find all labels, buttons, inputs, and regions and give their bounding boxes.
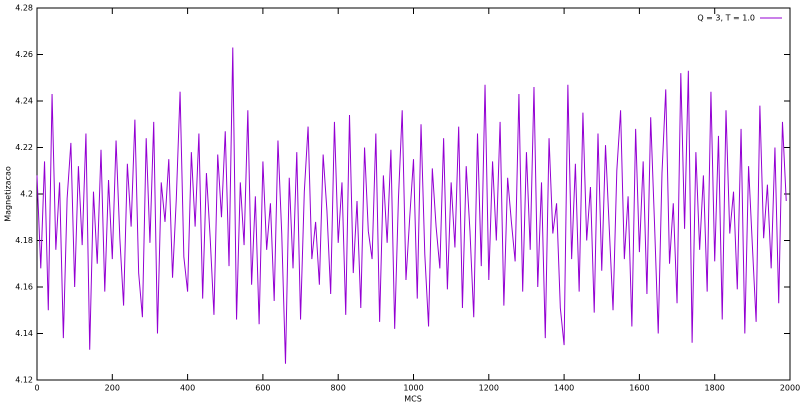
x-tick-label: 1600 xyxy=(629,384,649,393)
x-tick-label: 1800 xyxy=(705,384,725,393)
y-tick-label: 4.24 xyxy=(15,97,33,106)
y-tick-label: 4.12 xyxy=(15,376,33,385)
y-tick-label: 4.26 xyxy=(15,50,33,59)
plot-border xyxy=(36,7,791,381)
y-tick-label: 4.2 xyxy=(20,190,33,199)
data-line xyxy=(36,47,787,364)
x-tick-label: 800 xyxy=(331,384,346,393)
y-tick-label: 4.22 xyxy=(15,143,33,152)
y-axis-label: Magnetizacao xyxy=(4,166,13,222)
x-tick-label: 1200 xyxy=(479,384,499,393)
x-tick-label: 1400 xyxy=(554,384,574,393)
legend-label: Q = 3, T = 1.0 xyxy=(697,14,755,23)
x-tick-label: 600 xyxy=(255,384,270,393)
x-tick-label: 0 xyxy=(34,384,39,393)
x-axis-label: MCS xyxy=(404,395,422,404)
x-tick-label: 2000 xyxy=(780,384,800,393)
y-tick-label: 4.16 xyxy=(15,283,33,292)
x-tick-label: 1000 xyxy=(403,384,423,393)
y-tick-label: 4.18 xyxy=(15,236,33,245)
x-tick-label: 400 xyxy=(180,384,195,393)
y-tick-label: 4.14 xyxy=(15,329,33,338)
x-tick-label: 200 xyxy=(105,384,120,393)
y-tick-label: 4.28 xyxy=(15,4,33,13)
